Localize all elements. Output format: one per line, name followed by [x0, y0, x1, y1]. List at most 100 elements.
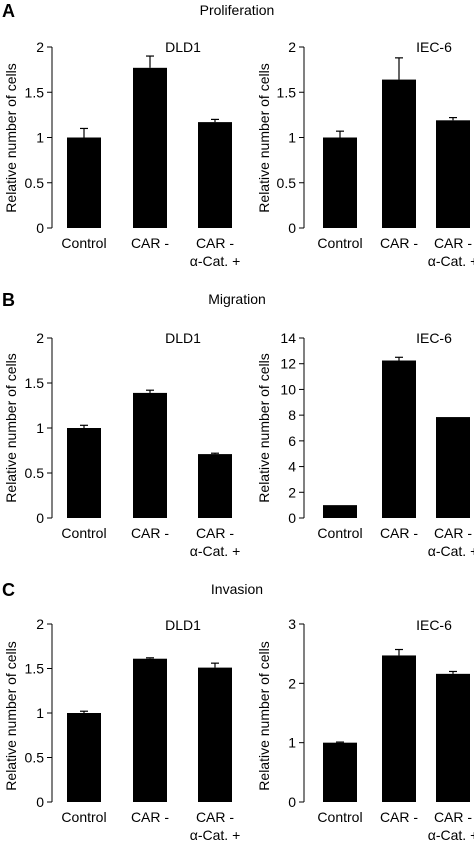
chart-subtitle-b-iec6: IEC-6 [416, 330, 452, 346]
chart-invasion-iec6: 0 1 2 3 Control CAR - CAR - α-Cat. + [288, 616, 474, 843]
y-tick-label-proliferation-iec6: 1 [288, 130, 296, 146]
x-tick-label-proliferation-iec6: α-Cat. + [428, 253, 474, 269]
y-tick-label-migration-iec6: 10 [280, 381, 296, 397]
y-tick-label-migration-dld1: 1.5 [25, 375, 45, 391]
y-tick-label-proliferation-dld1: 0.5 [25, 175, 45, 191]
x-tick-label-proliferation-dld1: α-Cat. + [190, 253, 241, 269]
x-tick-label-invasion-dld1: CAR - [196, 809, 234, 825]
chart-proliferation-iec6: 0 0.5 1 1.5 2 Control CAR - CAR - α-Cat. + [277, 39, 474, 269]
bar-proliferation-iec6 [436, 120, 470, 228]
chart-migration-iec6: 0 2 4 6 8 10 12 14 Control CAR - CAR - α-Cat. + [280, 330, 474, 559]
y-axis-label-a-dld1: Relative number of cells [3, 63, 19, 212]
y-axis-label-a-iec6: Relative number of cells [256, 63, 272, 212]
y-tick-label-invasion-iec6: 1 [288, 735, 296, 751]
bar-proliferation-iec6 [382, 79, 416, 228]
y-tick-label-invasion-iec6: 3 [288, 616, 296, 632]
y-tick-label-invasion-dld1: 1 [36, 705, 44, 721]
y-tick-label-migration-iec6: 0 [288, 510, 296, 526]
y-tick-label-migration-iec6: 12 [280, 356, 296, 372]
bar-proliferation-dld1 [133, 67, 167, 228]
bar-migration-iec6 [382, 360, 416, 518]
x-tick-label-migration-iec6: CAR - [434, 525, 472, 541]
bar-migration-dld1 [198, 454, 232, 518]
y-tick-label-proliferation-iec6: 2 [288, 39, 296, 55]
x-tick-label-migration-iec6: α-Cat. + [428, 543, 474, 559]
x-tick-label-invasion-dld1: Control [61, 809, 106, 825]
x-tick-label-migration-dld1: Control [61, 525, 106, 541]
y-axis-label-b-iec6: Relative number of cells [256, 353, 272, 502]
panel-title-migration: Migration [208, 291, 266, 307]
chart-subtitle-a-dld1: DLD1 [165, 39, 201, 55]
bar-invasion-iec6 [382, 655, 416, 802]
y-tick-label-migration-dld1: 0.5 [25, 465, 45, 481]
bar-proliferation-iec6 [323, 137, 357, 228]
chart-subtitle-c-dld1: DLD1 [165, 617, 201, 633]
chart-subtitle-c-iec6: IEC-6 [416, 617, 452, 633]
x-tick-label-migration-dld1: CAR - [131, 525, 169, 541]
chart-subtitle-a-iec6: IEC-6 [416, 39, 452, 55]
y-tick-label-migration-iec6: 14 [280, 330, 296, 346]
y-tick-label-invasion-iec6: 2 [288, 675, 296, 691]
bar-migration-dld1 [67, 428, 101, 518]
y-tick-label-migration-iec6: 8 [288, 407, 296, 423]
panel-title-proliferation: Proliferation [200, 2, 275, 18]
panel-letter-c: C [2, 580, 15, 600]
x-tick-label-invasion-iec6: Control [317, 809, 362, 825]
y-tick-label-proliferation-dld1: 1 [36, 130, 44, 146]
bar-invasion-iec6 [323, 742, 357, 802]
y-tick-label-migration-dld1: 0 [36, 510, 44, 526]
y-tick-label-migration-iec6: 4 [288, 459, 296, 475]
y-axis-label-c-dld1: Relative number of cells [3, 641, 19, 790]
panel-b: B Migration DLD1 IEC-6 Relative number o… [2, 290, 452, 503]
y-tick-label-migration-dld1: 1 [36, 420, 44, 436]
bar-invasion-dld1 [67, 713, 101, 802]
y-tick-label-invasion-dld1: 0.5 [25, 750, 45, 766]
bar-migration-iec6 [436, 417, 470, 518]
panel-a: A Proliferation DLD1 IEC-6 Relative numb… [2, 1, 452, 213]
x-tick-label-migration-dld1: CAR - [196, 525, 234, 541]
bar-invasion-dld1 [133, 658, 167, 802]
x-tick-label-invasion-iec6: CAR - [380, 809, 418, 825]
x-tick-label-proliferation-dld1: CAR - [196, 235, 234, 251]
y-tick-label-invasion-dld1: 1.5 [25, 661, 45, 677]
y-tick-label-proliferation-dld1: 2 [36, 39, 44, 55]
y-tick-label-migration-dld1: 2 [36, 330, 44, 346]
chart-proliferation-dld1: 0 0.5 1 1.5 2 Control CAR - CAR - α-Cat. + [25, 39, 241, 269]
bar-migration-iec6 [323, 505, 357, 518]
bar-migration-dld1 [133, 392, 167, 518]
y-tick-label-proliferation-dld1: 0 [36, 220, 44, 236]
y-tick-label-migration-iec6: 6 [288, 433, 296, 449]
y-tick-label-proliferation-iec6: 1.5 [277, 84, 297, 100]
chart-invasion-dld1: 0 0.5 1 1.5 2 Control CAR - CAR - α-Cat. + [25, 616, 241, 843]
chart-subtitle-b-dld1: DLD1 [165, 330, 201, 346]
panel-letter-b: B [2, 290, 15, 310]
x-tick-label-proliferation-iec6: CAR - [380, 235, 418, 251]
y-tick-label-proliferation-dld1: 1.5 [25, 84, 45, 100]
x-tick-label-migration-dld1: α-Cat. + [190, 543, 241, 559]
panel-c: C Invasion DLD1 IEC-6 Relative number of… [2, 580, 452, 791]
bar-invasion-iec6 [436, 673, 470, 802]
x-tick-label-migration-iec6: Control [317, 525, 362, 541]
x-tick-label-invasion-dld1: α-Cat. + [190, 827, 241, 843]
x-tick-label-migration-iec6: CAR - [380, 525, 418, 541]
y-tick-label-migration-iec6: 2 [288, 484, 296, 500]
panel-letter-a: A [2, 1, 15, 21]
x-tick-label-invasion-iec6: CAR - [434, 809, 472, 825]
y-tick-label-proliferation-iec6: 0.5 [277, 175, 297, 191]
x-tick-label-proliferation-dld1: CAR - [131, 235, 169, 251]
x-tick-label-proliferation-dld1: Control [61, 235, 106, 251]
panel-title-invasion: Invasion [211, 581, 263, 597]
bar-invasion-dld1 [198, 667, 232, 802]
chart-migration-dld1: 0 0.5 1 1.5 2 Control CAR - CAR - α-Cat. + [25, 330, 241, 559]
bar-proliferation-dld1 [198, 122, 232, 228]
y-tick-label-invasion-dld1: 0 [36, 794, 44, 810]
y-tick-label-invasion-iec6: 0 [288, 794, 296, 810]
y-axis-label-c-iec6: Relative number of cells [256, 641, 272, 790]
y-axis-label-b-dld1: Relative number of cells [3, 353, 19, 502]
x-tick-label-proliferation-iec6: Control [317, 235, 362, 251]
x-tick-label-invasion-dld1: CAR - [131, 809, 169, 825]
y-tick-label-proliferation-iec6: 0 [288, 220, 296, 236]
x-tick-label-proliferation-iec6: CAR - [434, 235, 472, 251]
x-tick-label-invasion-iec6: α-Cat. + [428, 827, 474, 843]
